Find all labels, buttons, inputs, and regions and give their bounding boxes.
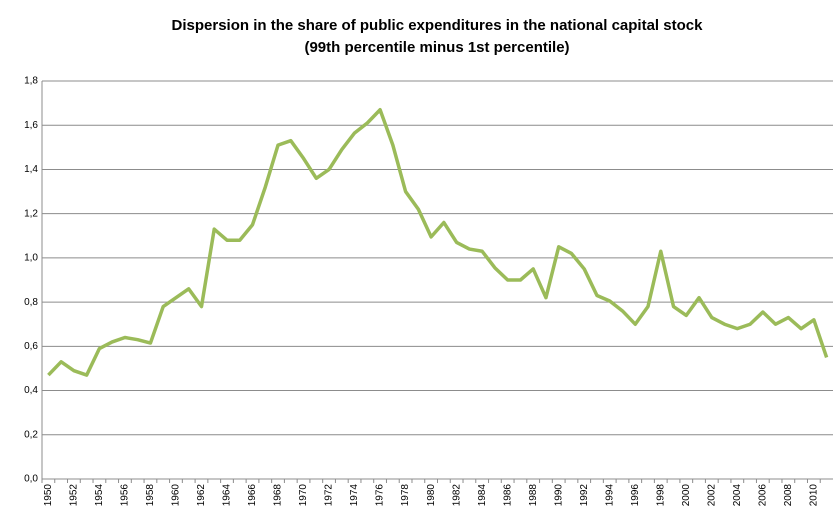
y-tick-label: 0,2 (24, 429, 38, 440)
x-tick-label: 1978 (400, 484, 411, 507)
data-line (47, 107, 829, 377)
x-tick-label: 1954 (94, 484, 105, 507)
x-tick-label: 1958 (145, 484, 156, 507)
chart-subtitle: (99th percentile minus 1st percentile) (304, 39, 569, 56)
y-tick-label: 0,0 (24, 474, 38, 485)
x-tick-label: 1952 (69, 484, 80, 507)
x-tick-label: 1964 (222, 484, 233, 507)
y-tick-label: 1,4 (24, 164, 38, 175)
x-tick-label: 1982 (451, 484, 462, 507)
x-tick-label: 1996 (630, 484, 641, 507)
x-tick-label: 2002 (706, 484, 717, 507)
x-tick-label: 2004 (732, 484, 743, 507)
y-tick-label: 1,2 (24, 208, 38, 219)
y-tick-label: 0,4 (24, 385, 38, 396)
x-tick-label: 1990 (553, 484, 564, 507)
x-tick-label: 1986 (502, 484, 513, 507)
x-tick-label: 1968 (273, 484, 284, 507)
x-tick-label: 1950 (43, 484, 54, 507)
x-tick-label: 1962 (196, 484, 207, 507)
x-tick-label: 1984 (477, 484, 488, 507)
x-tick-label: 1966 (247, 484, 258, 507)
x-tick-label: 1976 (375, 484, 386, 507)
y-tick-label: 0,6 (24, 341, 38, 352)
x-tick-label: 1980 (426, 484, 437, 507)
y-tick-label: 0,8 (24, 297, 38, 308)
x-tick-label: 1956 (120, 484, 131, 507)
x-tick-label: 1974 (349, 484, 360, 507)
x-tick-label: 2000 (681, 484, 692, 507)
chart-title: Dispersion in the share of public expend… (172, 17, 704, 34)
y-tick-label: 1,6 (24, 120, 38, 131)
y-tick-label: 1,8 (24, 76, 38, 87)
x-tick-label: 1988 (528, 484, 539, 507)
x-tick-label: 1994 (604, 484, 615, 507)
x-tick-label: 1960 (171, 484, 182, 507)
x-tick-label: 1970 (298, 484, 309, 507)
x-tick-label: 2008 (783, 484, 794, 507)
x-tick-label: 1972 (324, 484, 335, 507)
y-tick-label: 1,0 (24, 253, 38, 264)
x-tick-label: 1998 (655, 484, 666, 507)
x-tick-label: 2010 (809, 484, 820, 507)
x-tick-label: 2006 (757, 484, 768, 507)
x-tick-label: 1992 (579, 484, 590, 507)
